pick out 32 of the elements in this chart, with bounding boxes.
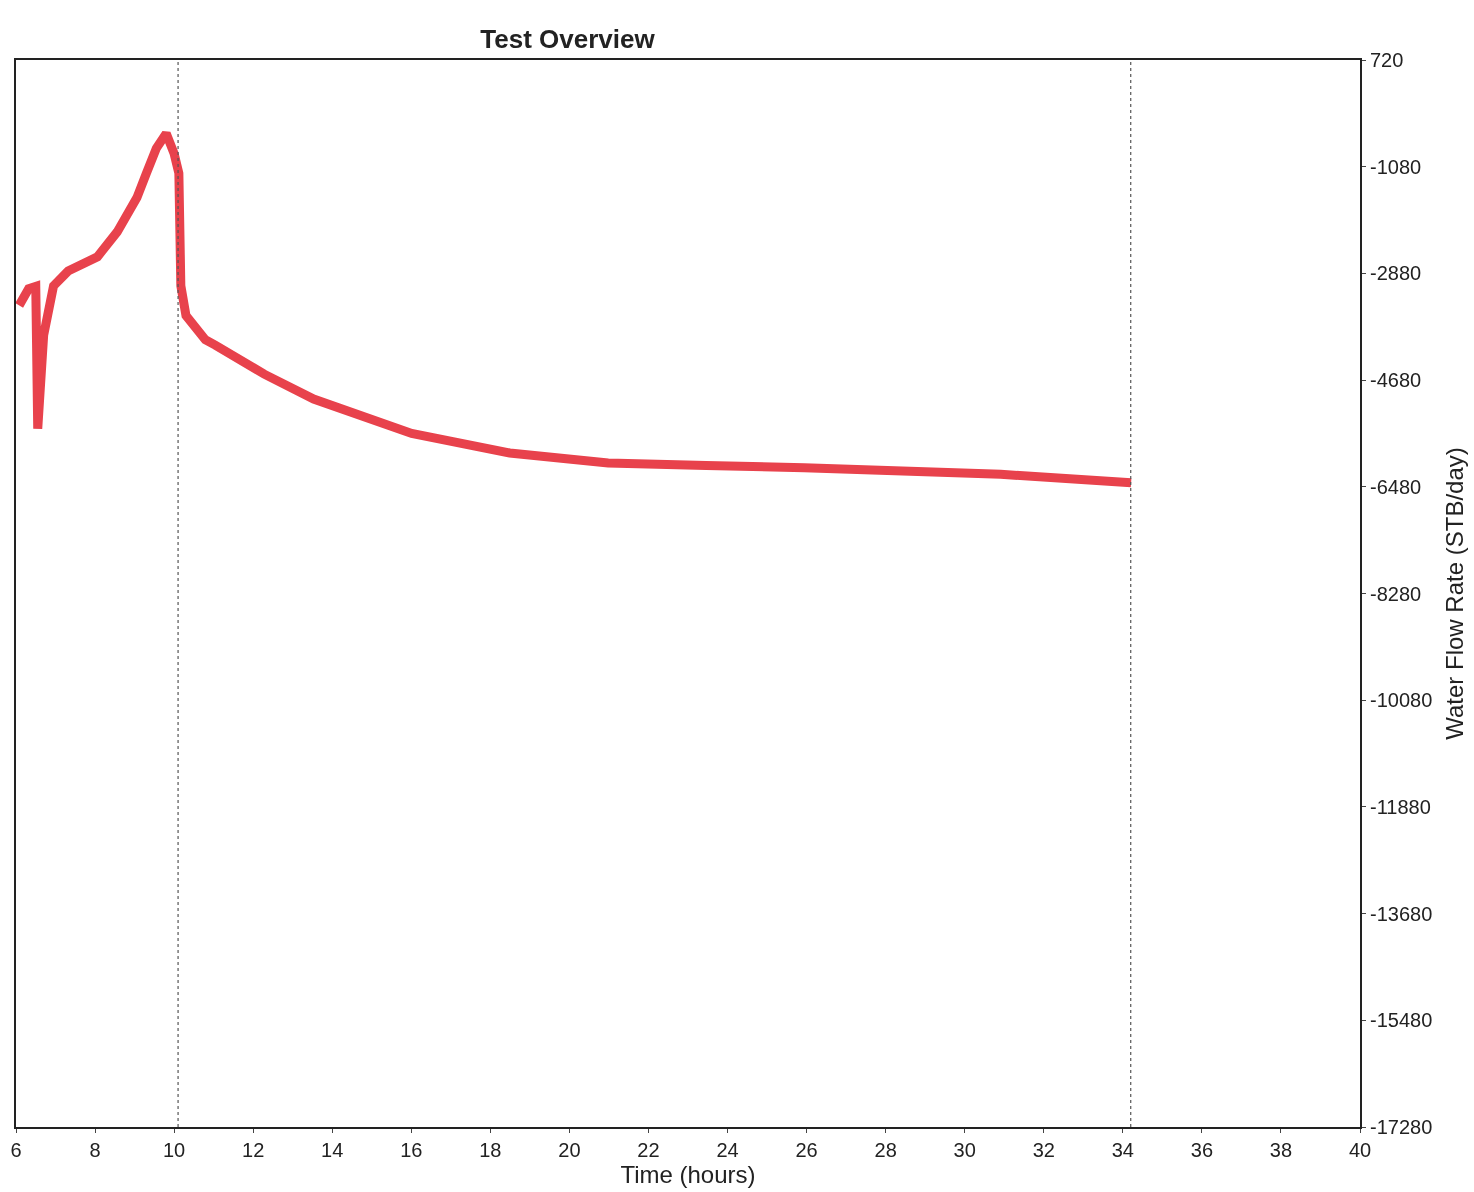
x-axis-title: Time (hours) [620,1161,756,1188]
x-tick-label: 18 [479,1139,502,1161]
x-tick-label: 40 [1348,1139,1372,1161]
y-tick-label: -10080 [1370,689,1433,712]
y-tick-label: -8280 [1370,582,1422,605]
x-tick-label: 22 [637,1139,660,1161]
y-tick-label: -17280 [1370,1116,1433,1138]
x-tick-label: 28 [874,1139,897,1161]
y-tick-label: -2880 [1370,262,1422,285]
x-tick-label: 38 [1269,1139,1293,1161]
y-tick-label: -11880 [1370,795,1431,818]
x-tick-label: 6 [10,1139,22,1161]
y-tick-label: -13680 [1370,902,1433,925]
x-tick-label: 8 [89,1139,101,1161]
y-tick-label: -15480 [1370,1009,1433,1032]
chart-title: Test Overview [480,24,656,54]
y-axis-title: Water Flow Rate (STB/day) [1441,447,1469,740]
x-tick-label: 32 [1032,1139,1055,1161]
x-tick-label: 26 [795,1139,818,1161]
x-tick-label: 34 [1111,1139,1134,1161]
x-tick-label: 30 [953,1139,976,1161]
x-tick-label: 36 [1190,1139,1214,1161]
x-tick-label: 12 [242,1139,265,1161]
x-tick-label: 24 [716,1139,739,1161]
y-tick-label: -6480 [1370,475,1422,498]
x-tick-label: 10 [162,1139,186,1161]
y-tick-label: 720 [1370,49,1404,71]
x-tick-label: 16 [400,1139,423,1161]
y-tick-label: -4680 [1370,369,1422,392]
y-tick-label: -1080 [1370,155,1422,178]
x-tick-label: 14 [321,1139,344,1161]
x-tick-label: 20 [558,1139,581,1161]
